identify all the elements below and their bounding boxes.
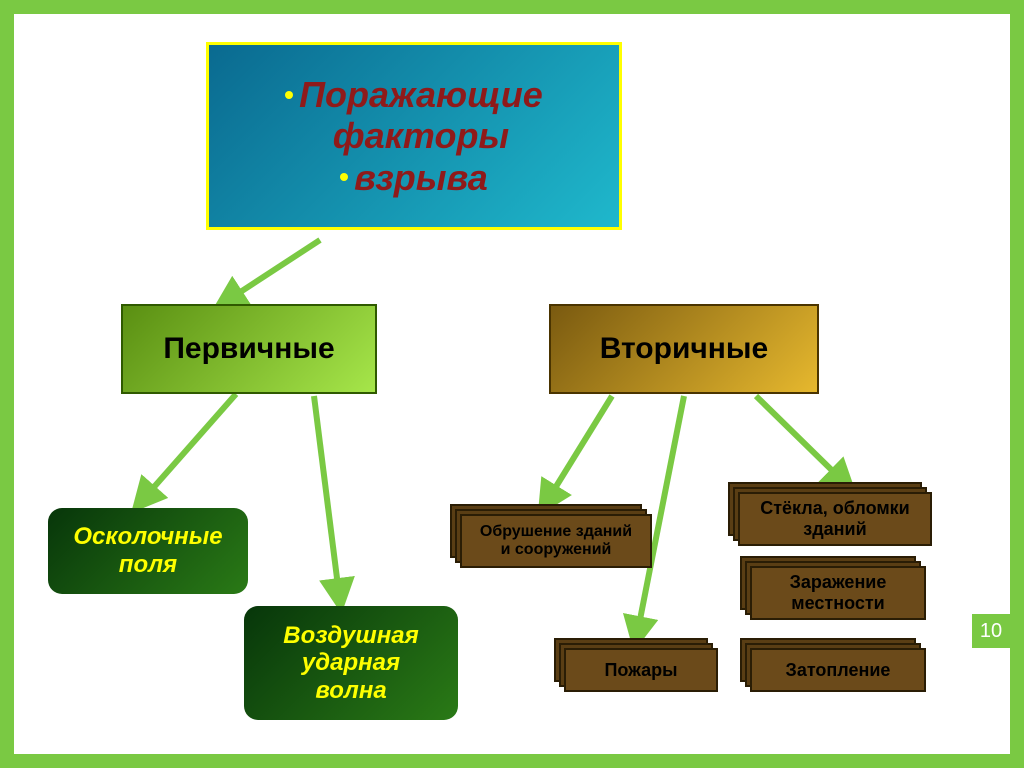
node-fires: Пожары [564, 648, 718, 692]
contamination-line-2: местности [791, 593, 884, 614]
root-text-2: факторы [333, 115, 509, 156]
root-line-2: факторы [319, 115, 509, 156]
slide-stage: Поражающие факторы взрыва Первичные Втор… [0, 0, 1024, 768]
shockwave-line-3: волна [315, 677, 386, 705]
node-glass: Стёкла, обломки зданий [738, 492, 932, 546]
collapse-line-2: и сооружений [501, 541, 612, 559]
node-flooding: Затопление [750, 648, 926, 692]
shockwave-line-1: Воздушная [283, 622, 418, 650]
bullet-dot [285, 91, 293, 99]
node-shockwave: Воздушная ударная волна [244, 606, 458, 720]
root-line-3: взрыва [340, 157, 488, 198]
fires-label: Пожары [604, 660, 677, 681]
page-number-badge: 10 [972, 614, 1010, 648]
node-primary: Первичные [121, 304, 377, 394]
primary-label: Первичные [163, 332, 334, 367]
node-shrapnel: Осколочные поля [48, 508, 248, 594]
root-line-1: Поражающие [285, 74, 543, 115]
flooding-label: Затопление [786, 660, 891, 681]
root-text-3: взрыва [354, 157, 488, 198]
node-collapse: Обрушение зданий и сооружений [460, 514, 652, 568]
node-secondary: Вторичные [549, 304, 819, 394]
bullet-dot [340, 173, 348, 181]
glass-line-1: Стёкла, обломки [760, 498, 910, 519]
collapse-line-1: Обрушение зданий [480, 523, 632, 541]
shockwave-line-2: ударная [302, 649, 400, 677]
node-root: Поражающие факторы взрыва [206, 42, 622, 230]
glass-line-2: зданий [803, 519, 866, 540]
shrapnel-line-1: Осколочные [73, 523, 222, 551]
node-contamination: Заражение местности [750, 566, 926, 620]
secondary-label: Вторичные [600, 332, 769, 367]
shrapnel-line-2: поля [119, 551, 177, 579]
root-text-1: Поражающие [299, 74, 543, 115]
contamination-line-1: Заражение [790, 572, 887, 593]
page-number-text: 10 [980, 620, 1002, 643]
